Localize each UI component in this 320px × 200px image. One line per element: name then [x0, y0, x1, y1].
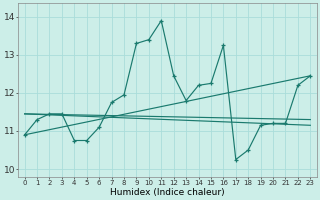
- X-axis label: Humidex (Indice chaleur): Humidex (Indice chaleur): [110, 188, 225, 197]
